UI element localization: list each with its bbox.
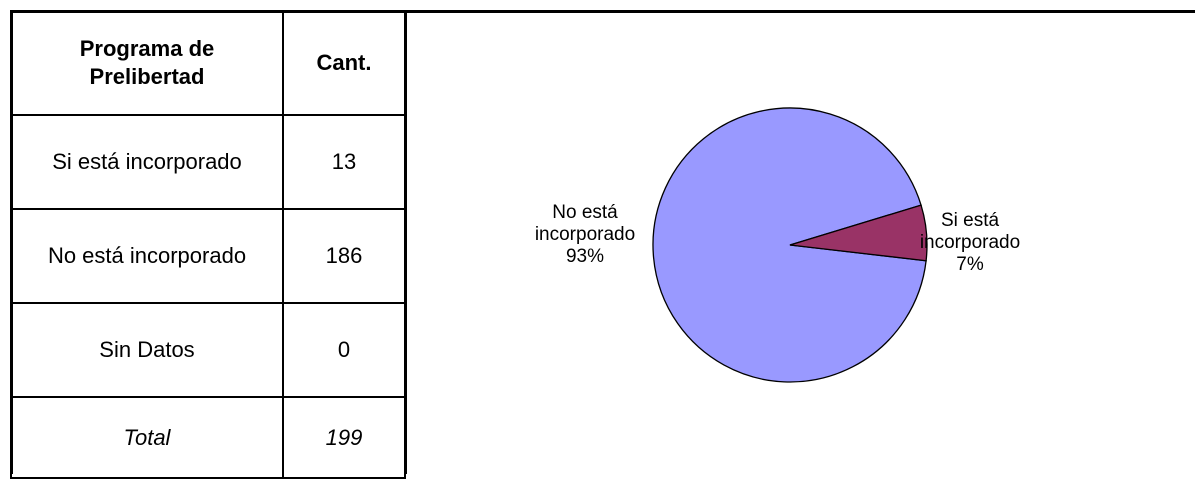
pie-chart: No está incorporado 93% Si está incorporado 7… <box>535 107 1020 383</box>
table-row: Sin Datos 0 <box>10 302 406 398</box>
row-label: Sin Datos <box>10 302 284 398</box>
row-label: No está incorporado <box>10 208 284 304</box>
header-programa-label: Programa de Prelibertad <box>79 36 215 89</box>
table-total-row: Total 199 <box>10 396 406 479</box>
table-header-row: Programa de Prelibertad Cant. <box>10 10 406 116</box>
header-cant: Cant. <box>282 10 406 116</box>
table-row: Si está incorporado 13 <box>10 114 406 210</box>
pie-label-si-incorporado: Si está incorporado 7% <box>920 210 1020 275</box>
row-value: 13 <box>282 114 406 210</box>
table-row: No está incorporado 186 <box>10 208 406 304</box>
total-label: Total <box>10 396 284 479</box>
row-value: 186 <box>282 208 406 304</box>
data-table: Programa de Prelibertad Cant. Si está in… <box>10 10 406 479</box>
row-value: 0 <box>282 302 406 398</box>
pie-slice-no-incorporado <box>652 107 927 383</box>
pie-chart-area: No está incorporado 93% Si está incorporado 7… <box>404 10 1195 474</box>
pie-label-no-incorporado: No está incorporado 93% <box>535 202 635 267</box>
header-programa: Programa de Prelibertad <box>10 10 284 116</box>
total-value: 199 <box>282 396 406 479</box>
row-label: Si está incorporado <box>10 114 284 210</box>
pie-slice-si-incorporado <box>789 204 928 262</box>
